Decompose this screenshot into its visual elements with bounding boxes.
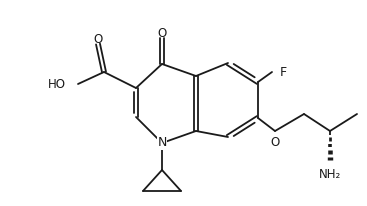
- Text: HO: HO: [48, 77, 66, 90]
- Text: O: O: [157, 27, 167, 40]
- Text: O: O: [93, 33, 103, 46]
- Text: F: F: [280, 66, 287, 78]
- Text: O: O: [270, 137, 280, 150]
- Text: N: N: [157, 137, 167, 150]
- Text: NH₂: NH₂: [319, 169, 341, 181]
